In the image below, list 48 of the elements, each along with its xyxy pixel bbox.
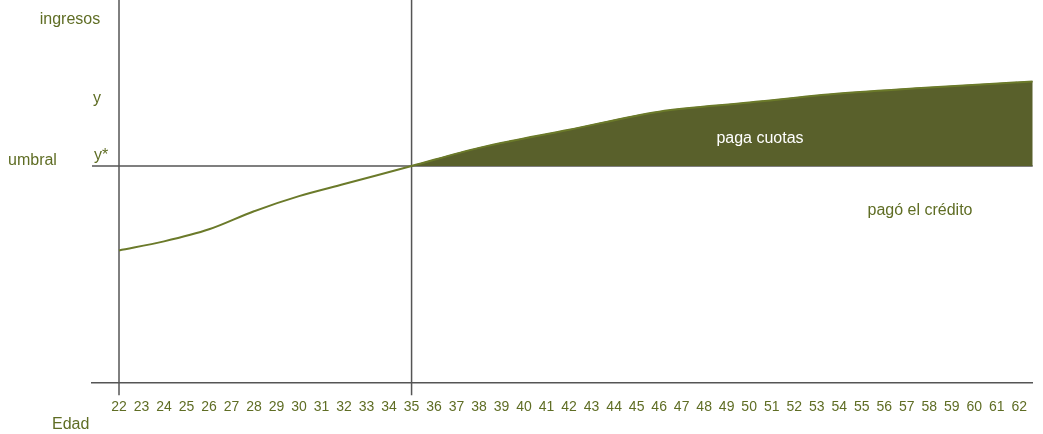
x-tick-label: 27 (223, 398, 240, 415)
y-axis-title: ingresos (39, 10, 101, 27)
x-tick-label: 25 (178, 398, 195, 415)
x-tick-label: 43 (583, 398, 600, 415)
x-tick-label: 40 (516, 398, 533, 415)
x-tick-label: 23 (133, 398, 150, 415)
x-tick-label: 54 (831, 398, 848, 415)
x-tick-label: 46 (651, 398, 668, 415)
x-tick-label: 45 (628, 398, 645, 415)
annotation: y (93, 89, 101, 106)
x-tick-label: 58 (921, 398, 938, 415)
x-tick-label: 35 (403, 398, 420, 415)
x-tick-label: 49 (718, 398, 735, 415)
annotation: paga cuotas (716, 129, 804, 146)
x-tick-label: 26 (201, 398, 218, 415)
x-tick-label: 39 (493, 398, 510, 415)
x-tick-label: 41 (538, 398, 555, 415)
x-tick-label: 29 (268, 398, 285, 415)
text: umbral (8, 151, 57, 168)
x-tick-label: 59 (943, 398, 960, 415)
x-tick-label: 52 (786, 398, 803, 415)
annotation: pagó el crédito (867, 201, 973, 218)
x-tick-label: 24 (156, 398, 173, 415)
x-tick-label: 28 (246, 398, 263, 415)
x-tick-label: 34 (381, 398, 398, 415)
x-tick-label: 30 (291, 398, 308, 415)
x-tick-label: 22 (111, 398, 127, 415)
x-tick-label: 55 (853, 398, 870, 415)
x-tick-label: 44 (606, 398, 623, 415)
x-tick-label: 33 (358, 398, 375, 415)
x-tick-label: 48 (696, 398, 713, 415)
x-tick-label: 36 (426, 398, 443, 415)
x-tick-label: 56 (876, 398, 893, 415)
x-tick-label: 53 (808, 398, 825, 415)
ref-line-label: y* (94, 145, 109, 163)
x-tick-label: 57 (898, 398, 915, 415)
x-tick-label: 61 (988, 398, 1005, 415)
x-axis-title: Edad (52, 415, 90, 432)
x-tick-label: 47 (673, 398, 690, 415)
x-tick-label: 62 (1011, 398, 1028, 415)
x-tick-label: 32 (336, 398, 353, 415)
x-tick-label: 38 (471, 398, 488, 415)
x-tick-label: 60 (966, 398, 983, 415)
x-tick-label: 31 (313, 398, 330, 415)
x-tick-label: 51 (763, 398, 780, 415)
x-tick-label: 42 (561, 398, 578, 415)
x-tick-label: 50 (741, 398, 758, 415)
x-tick-label: 37 (448, 398, 465, 415)
